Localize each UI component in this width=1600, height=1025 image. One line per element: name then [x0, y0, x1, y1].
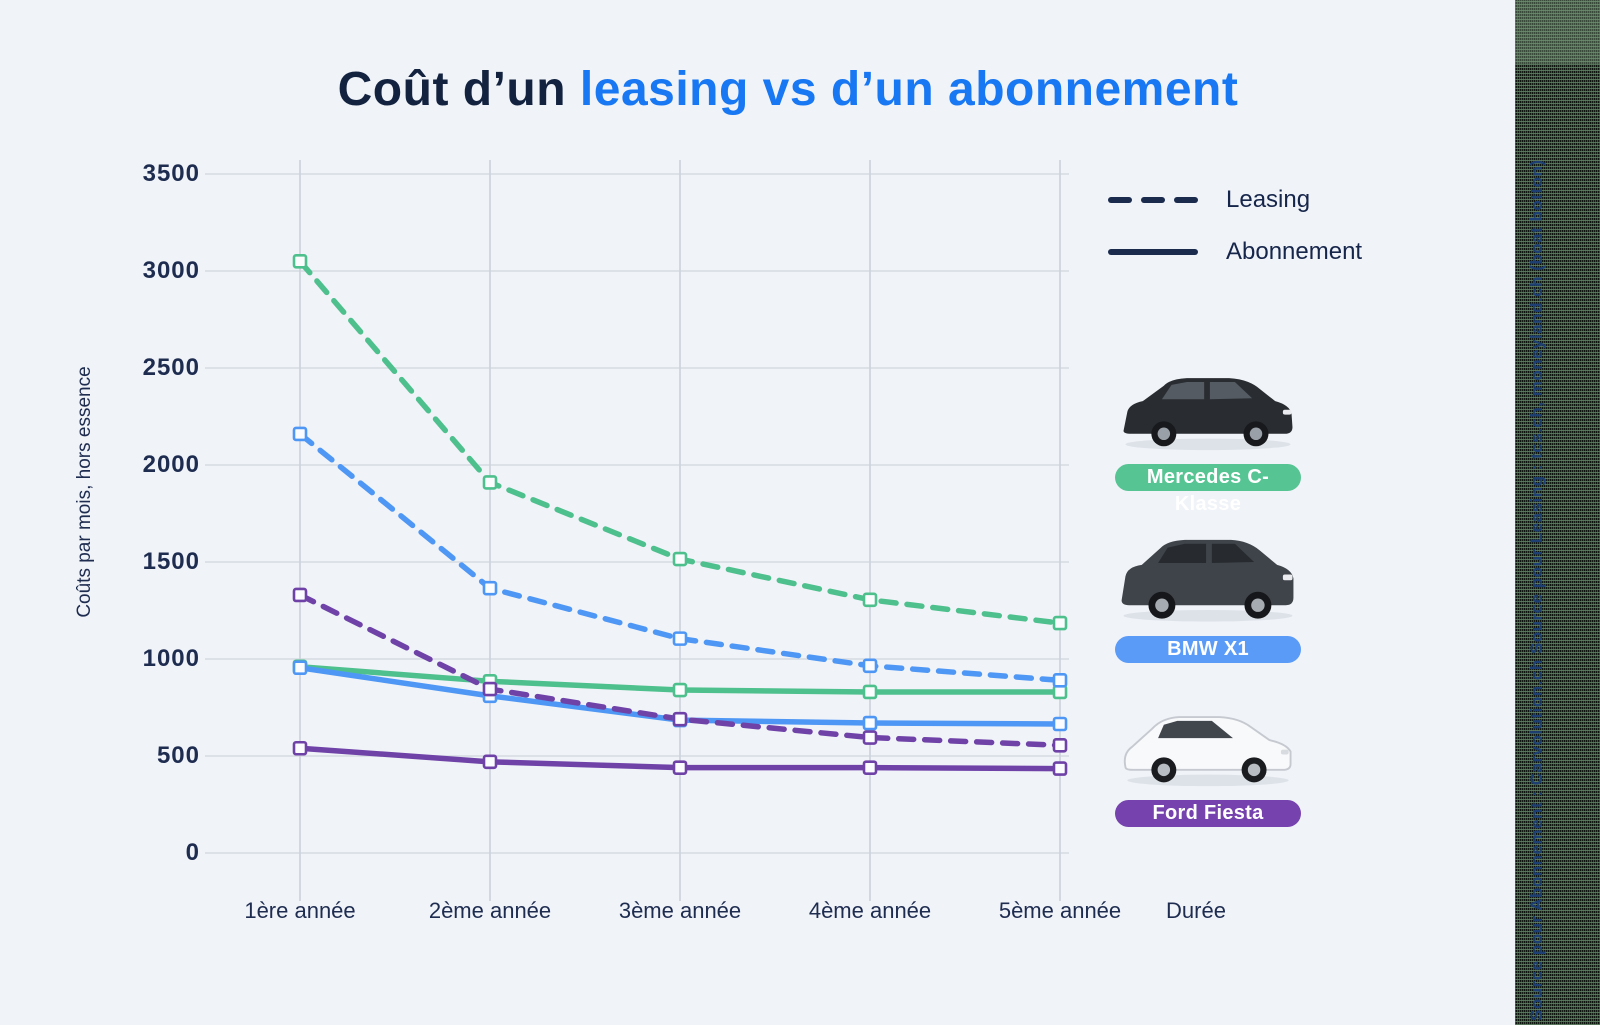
data-point-ford-abonnement-3ème année	[672, 760, 688, 775]
x-tick-label-4: 4ème année	[808, 898, 932, 923]
y-axis-title: Coûts par mois, hors essence	[74, 366, 95, 618]
dash-segment	[1141, 197, 1165, 203]
mercedes-car-image	[1123, 378, 1293, 451]
data-point-mercedes-leasing-2ème année	[482, 475, 498, 490]
vehicle-card-ford: Ford Fiesta	[1112, 690, 1304, 827]
bmw-car-image	[1121, 539, 1294, 622]
vehicle-card-bmw: BMW X1	[1112, 518, 1304, 663]
data-point-bmw-abonnement-5ème année	[1052, 716, 1068, 732]
data-point-ford-abonnement-2ème année	[482, 754, 498, 770]
title-dark-part: Coût d’un	[337, 63, 580, 116]
data-point-ford-abonnement-1ère année	[292, 740, 308, 756]
data-point-bmw-abonnement-4ème année	[862, 715, 878, 731]
line-chart	[205, 160, 1069, 901]
x-tick-label-3: 3ème année	[618, 898, 742, 923]
chart-legend: Leasing Abonnement	[1108, 178, 1362, 282]
data-point-bmw-leasing-3ème année	[672, 631, 688, 646]
data-point-mercedes-abonnement-4ème année	[862, 684, 878, 700]
data-point-ford-abonnement-5ème année	[1052, 761, 1068, 776]
y-tick-label-3500: 3500	[142, 160, 200, 187]
y-tick-label-2000: 2000	[142, 451, 200, 478]
data-point-bmw-leasing-1ère année	[292, 426, 308, 442]
source-strip: Source pour Abonnement : Carvolution.ch …	[1515, 0, 1600, 1025]
x-tick-label-5: 5ème année	[998, 898, 1122, 923]
y-tick-label-3000: 3000	[142, 257, 200, 284]
strip-top-light	[1515, 0, 1600, 64]
legend-row-leasing: Leasing	[1108, 178, 1362, 222]
data-point-mercedes-abonnement-5ème année	[1052, 684, 1068, 700]
dashed-line-swatch	[1108, 197, 1198, 203]
ford-car-image	[1123, 716, 1292, 787]
dash-segment	[1108, 197, 1132, 203]
data-point-bmw-leasing-4ème année	[862, 658, 878, 674]
ford-label-pill: Ford Fiesta	[1115, 800, 1301, 827]
y-tick-label-1500: 1500	[142, 548, 200, 575]
data-point-ford-abonnement-4ème année	[862, 760, 878, 775]
x-tick-label-2: 2ème année	[428, 898, 552, 923]
x-axis-title: Durée	[1166, 898, 1226, 923]
data-point-mercedes-leasing-5ème année	[1052, 615, 1068, 631]
data-point-bmw-leasing-2ème année	[482, 580, 498, 596]
dash-segment	[1174, 197, 1198, 203]
y-tick-label-0: 0	[185, 839, 200, 866]
vehicle-card-mercedes: Mercedes C-Klasse	[1112, 352, 1304, 515]
data-point-mercedes-leasing-3ème année	[672, 551, 688, 567]
solid-line-swatch	[1108, 249, 1198, 255]
data-point-bmw-leasing-5ème année	[1052, 673, 1068, 688]
data-point-ford-leasing-1ère année	[292, 587, 308, 603]
data-point-ford-leasing-5ème année	[1052, 738, 1068, 753]
x-tick-label-1: 1ère année	[244, 898, 356, 923]
data-point-bmw-abonnement-1ère année	[292, 660, 308, 676]
data-point-mercedes-abonnement-3ème année	[672, 682, 688, 698]
y-tick-label-500: 500	[156, 742, 200, 769]
data-point-ford-leasing-2ème année	[482, 681, 498, 697]
legend-label-leasing: Leasing	[1226, 186, 1311, 213]
data-point-ford-leasing-3ème année	[672, 711, 688, 727]
legend-row-abonnement: Abonnement	[1108, 230, 1362, 274]
legend-label-abonnement: Abonnement	[1226, 238, 1363, 265]
mercedes-label-pill: Mercedes C-Klasse	[1115, 464, 1301, 515]
source-note-vertical-text: Source pour Abonnement : Carvolution.ch …	[1527, 159, 1546, 1021]
data-point-ford-leasing-4ème année	[862, 730, 878, 745]
y-tick-label-1000: 1000	[142, 645, 200, 672]
data-point-mercedes-leasing-1ère année	[292, 254, 308, 269]
bmw-label-pill: BMW X1	[1115, 636, 1301, 663]
title-blue-part: leasing vs d’un abonnement	[579, 63, 1239, 116]
data-point-mercedes-leasing-4ème année	[862, 592, 878, 608]
y-tick-label-2500: 2500	[142, 354, 200, 381]
page-title: Coût d’un leasing vs d’un abonnement	[0, 62, 1576, 117]
solid-segment	[1108, 249, 1198, 255]
